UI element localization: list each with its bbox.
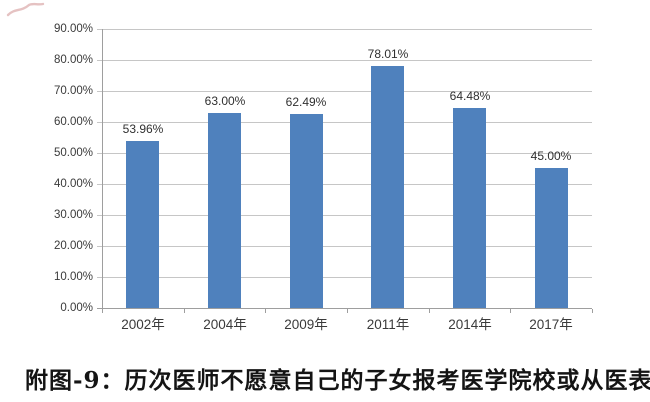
y-axis-line xyxy=(102,29,103,309)
gridline xyxy=(97,122,592,123)
y-axis-label: 50.00% xyxy=(53,147,93,159)
bar xyxy=(453,108,486,308)
bar-value-label: 53.96% xyxy=(122,122,164,136)
gridline xyxy=(97,91,592,92)
bar-value-label: 63.00% xyxy=(204,94,246,108)
gridline xyxy=(97,60,592,61)
x-axis-label: 2004年 xyxy=(203,317,247,332)
x-axis-tick xyxy=(102,309,103,313)
bar xyxy=(126,141,159,308)
gridline xyxy=(97,215,592,216)
y-axis-label: 0.00% xyxy=(60,302,93,314)
y-axis-label: 40.00% xyxy=(53,178,93,190)
bar xyxy=(371,66,404,308)
bar-value-label: 62.49% xyxy=(285,95,327,109)
x-axis-label: 2011年 xyxy=(366,317,410,332)
x-axis-line xyxy=(97,308,592,309)
x-axis-label: 2002年 xyxy=(121,317,165,332)
bar-value-label: 45.00% xyxy=(530,149,572,163)
y-axis-label: 30.00% xyxy=(53,209,93,221)
gridline xyxy=(97,246,592,247)
x-axis-tick xyxy=(429,309,430,313)
bar xyxy=(208,113,241,308)
caption: 附图-9：历次医师不愿意自己的子女报考医学院校或从医表 xyxy=(25,367,650,394)
bar-value-label: 64.48% xyxy=(449,89,491,103)
bar xyxy=(535,168,568,308)
x-axis-label: 2009年 xyxy=(284,317,328,332)
stray-red-mark xyxy=(6,2,45,17)
x-axis-tick xyxy=(265,309,266,313)
x-axis-tick xyxy=(592,309,593,313)
x-axis-tick xyxy=(510,309,511,313)
y-axis-label: 70.00% xyxy=(53,85,93,97)
y-axis-label: 60.00% xyxy=(53,116,93,128)
gridline xyxy=(97,153,592,154)
x-axis-tick xyxy=(184,309,185,313)
x-axis-label: 2017年 xyxy=(529,317,573,332)
y-axis-label: 20.00% xyxy=(53,240,93,252)
gridline xyxy=(97,29,592,30)
y-axis-label: 80.00% xyxy=(53,54,93,66)
bar xyxy=(290,114,323,308)
y-axis-label: 10.00% xyxy=(53,271,93,283)
plot-area: 0.00% 10.00% 20.00% 30.00% 40.00% 50.00% 60.00… xyxy=(53,23,593,332)
y-axis-label: 90.00% xyxy=(53,23,93,35)
x-axis-label: 2014年 xyxy=(448,317,492,332)
bar-value-label: 78.01% xyxy=(367,47,409,61)
gridline xyxy=(97,277,592,278)
x-axis-tick xyxy=(347,309,348,313)
gridline xyxy=(97,184,592,185)
